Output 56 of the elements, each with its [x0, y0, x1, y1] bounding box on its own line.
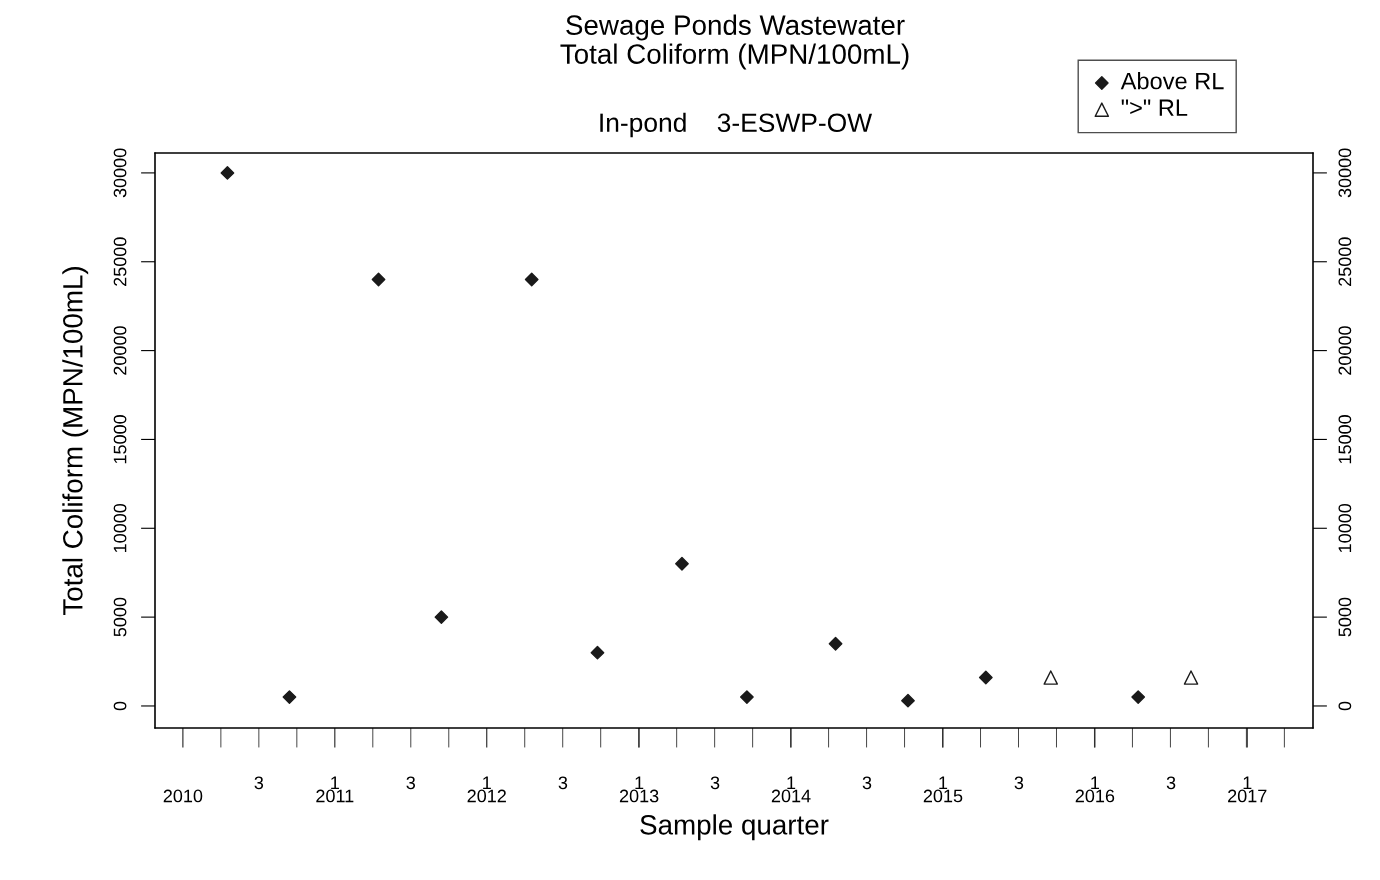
- x-tick-label: 2011: [316, 789, 354, 803]
- x-tick-label: 2010: [163, 789, 203, 803]
- y2-tick-label: 5000: [1338, 597, 1352, 637]
- point: [1043, 670, 1059, 685]
- text: 3: [1014, 776, 1024, 790]
- text: 1: [483, 776, 491, 790]
- x-tick-label: 2015: [923, 789, 963, 803]
- text: 3: [1166, 776, 1176, 790]
- point: [282, 690, 297, 704]
- text: 1: [635, 776, 644, 790]
- point: [434, 610, 449, 625]
- point: [828, 636, 843, 651]
- text: 3: [254, 776, 264, 790]
- chart-title: Sewage Ponds Wastewater Total Coliform (MPN/100mL): [560, 14, 909, 70]
- point: [1183, 670, 1199, 685]
- y-tick-label: 0: [113, 701, 127, 711]
- x-axis-title: Sample quarter: [640, 814, 829, 841]
- text: 1: [787, 776, 796, 790]
- y-tick-label: 30000: [113, 148, 127, 198]
- x-tick-label: 2012: [467, 789, 506, 803]
- x-tick-label: 2017: [1228, 789, 1267, 803]
- point: [1131, 690, 1146, 704]
- y-tick-label: 10000: [113, 503, 127, 552]
- y2-tick-label: 15000: [1338, 415, 1352, 464]
- y-tick-label: 25000: [113, 237, 127, 286]
- chart-subtitle: In-pond 3-ESWP-OW: [600, 112, 873, 138]
- point: [978, 670, 993, 685]
- x-tick-label: 2013: [619, 789, 659, 803]
- point: [371, 272, 386, 287]
- point: [220, 165, 235, 180]
- text: 3: [558, 776, 568, 790]
- text: 1: [1091, 776, 1100, 790]
- text: 3: [710, 776, 720, 790]
- y-axis-title: Total Coliform (MPN/100mL): [62, 267, 89, 616]
- y-tick-label: 20000: [113, 326, 127, 375]
- text: 1: [939, 776, 948, 790]
- y2-tick-label: 10000: [1338, 503, 1352, 552]
- x-tick-label: 2016: [1075, 789, 1115, 803]
- y2-tick-label: 25000: [1338, 237, 1352, 286]
- y2-tick-label: 30000: [1338, 148, 1352, 198]
- text: 1: [1243, 776, 1252, 790]
- y2-tick-label: 20000: [1338, 326, 1352, 375]
- text: 3: [862, 776, 872, 790]
- point: [590, 645, 605, 660]
- y2-tick-label: 0: [1338, 701, 1352, 711]
- y-tick-label: 15000: [113, 415, 127, 464]
- point: [739, 690, 754, 704]
- point: [524, 272, 539, 287]
- point: [901, 693, 915, 708]
- y-tick-label: 5000: [113, 597, 127, 637]
- text: 3: [406, 776, 416, 790]
- point: [675, 556, 689, 571]
- x-tick-label: 2014: [771, 789, 811, 803]
- legend-label: ">" RL: [1121, 99, 1188, 116]
- legend-label: Above RL: [1120, 72, 1224, 90]
- text: 1: [331, 776, 339, 790]
